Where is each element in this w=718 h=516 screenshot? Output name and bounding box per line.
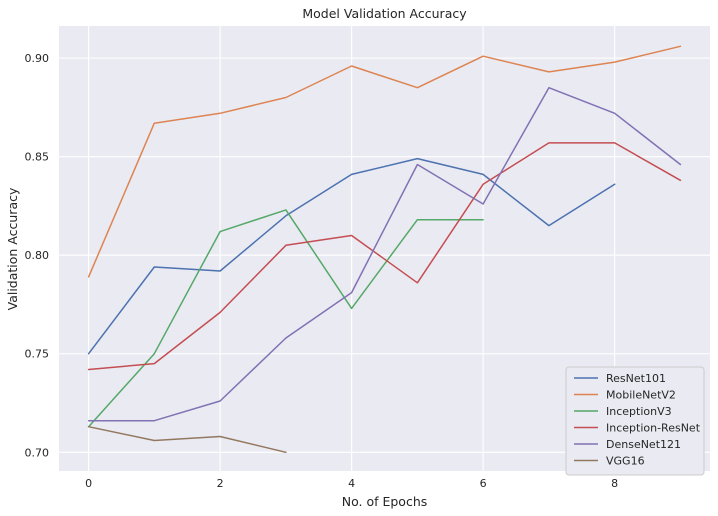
y-tick-label: 0.90	[25, 52, 50, 65]
series-line-vgg16	[87, 425, 287, 454]
y-tick-label: 0.75	[25, 348, 50, 361]
series-line-densenet121	[87, 86, 682, 422]
series-line-resnet101	[87, 157, 616, 355]
y-tick-labels: 0.70 0.75 0.80 0.85 0.90	[25, 52, 50, 459]
series-layer	[87, 45, 682, 454]
grid	[59, 26, 710, 471]
y-axis-label: Validation Accuracy	[5, 187, 20, 310]
x-tick-label: 8	[611, 477, 618, 490]
chart-title: Model Validation Accuracy	[302, 6, 467, 21]
x-tick-label: 4	[348, 477, 355, 490]
legend-item: InceptionV3	[574, 405, 672, 418]
legend-label: Inception-ResNet	[606, 422, 701, 435]
x-tick-label: 0	[85, 477, 92, 490]
legend-label: VGG16	[606, 455, 645, 468]
legend-label: ResNet101	[606, 372, 666, 385]
y-tick-label: 0.70	[25, 446, 50, 459]
legend-label: MobileNetV2	[606, 389, 676, 402]
series-line-inceptionv3	[87, 209, 484, 428]
legend-item: Inception-ResNet	[574, 422, 701, 435]
series-line-mobilenetv2	[87, 45, 682, 278]
x-axis-label: No. of Epochs	[342, 494, 428, 509]
legend-label: InceptionV3	[606, 405, 672, 418]
legend-label: DenseNet121	[606, 438, 681, 451]
legend: ResNet101 MobileNetV2 InceptionV3 Inception…	[565, 366, 705, 476]
legend-item: MobileNetV2	[574, 389, 676, 402]
legend-item: VGG16	[574, 455, 645, 468]
series-line-inception-resnet	[87, 142, 682, 371]
y-tick-label: 0.80	[25, 249, 50, 262]
x-tick-labels: 0 2 4 6 8	[85, 477, 618, 490]
legend-item: DenseNet121	[574, 438, 681, 451]
y-tick-label: 0.85	[25, 151, 50, 164]
legend-item: ResNet101	[574, 372, 666, 385]
legend-box	[565, 366, 705, 476]
x-tick-label: 2	[217, 477, 224, 490]
x-tick-label: 6	[480, 477, 487, 490]
